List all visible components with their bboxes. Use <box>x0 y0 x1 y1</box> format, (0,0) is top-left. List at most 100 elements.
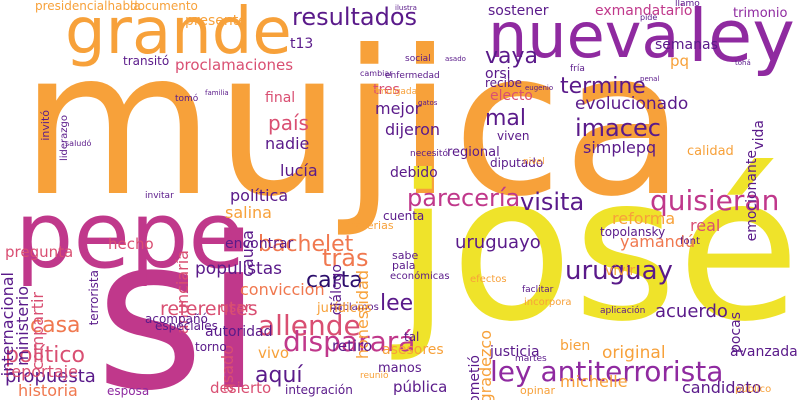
word-reportaje: reportaje <box>5 362 78 381</box>
word-vivir: vivir <box>605 263 636 279</box>
word-transito: transitó <box>123 54 170 68</box>
word-justicia: justicia <box>490 344 540 360</box>
word-nadie: nadie <box>265 134 310 153</box>
word-promulgada: promulgada <box>363 87 418 97</box>
word-lucia: lucía <box>280 161 318 180</box>
word-economicas: económicas <box>390 271 450 282</box>
word-recibe: recibe <box>485 76 522 90</box>
word-disparara: disparará <box>283 325 416 358</box>
word-vivo: vivo <box>258 344 290 362</box>
word-ministerio: ministerio <box>13 286 32 366</box>
word-usar: usar <box>220 300 251 316</box>
word-internacional: internacional <box>0 272 17 377</box>
word-aplicacion: aplicación <box>600 306 646 316</box>
word-historia: historia <box>18 381 78 400</box>
word-especiales: especiales <box>155 319 218 333</box>
word-pepe: pepe <box>15 182 245 289</box>
word-bachelet: bachelet <box>258 232 354 257</box>
word-lee: lee <box>380 291 414 316</box>
word-tras: tras <box>322 244 369 272</box>
word-compartir: compartir <box>28 292 47 371</box>
word-enfermedad: enfermedad <box>385 71 440 81</box>
word-hablamos: hablamos <box>330 302 379 313</box>
word-martes: martes <box>515 354 547 364</box>
word-toha: tohá <box>735 59 751 67</box>
word-pq: pq <box>670 52 690 70</box>
word-sabe: sabe <box>392 249 419 262</box>
word-asado: asado <box>445 55 466 63</box>
word-carta: carta <box>306 268 363 293</box>
word-politica: política <box>230 186 289 205</box>
word-tomo: tomó <box>175 94 199 104</box>
word-vida: vida <box>751 120 767 150</box>
word-ilustra: ilustra <box>395 4 417 12</box>
word-simplepq: simplepq <box>583 138 657 157</box>
word-reforma: reforma <box>612 209 676 228</box>
word-allende: allende <box>258 309 361 342</box>
word-dijeron: dijeron <box>385 120 441 139</box>
word-michelle: michelle <box>560 372 628 391</box>
word-t13: t13 <box>290 36 314 52</box>
word-debido: debido <box>390 165 438 181</box>
word-documento: documento <box>130 0 198 13</box>
word-topolansky: topolansky <box>600 225 666 239</box>
word-orsi: orsi <box>485 66 511 82</box>
word-invitar: invitar <box>145 191 174 201</box>
word-pais: país <box>268 111 309 135</box>
word-mejor: mejor <box>375 99 422 118</box>
word-semanas: semanas <box>655 37 718 53</box>
word-mujica: mujica <box>20 8 686 241</box>
word-presidencialhabla: presidencialhabla <box>35 0 141 13</box>
word-candidato: candidato <box>682 378 762 397</box>
word-viven: viven <box>497 129 530 143</box>
word-retiro: retiro <box>332 337 373 355</box>
word-visita: visita <box>520 188 585 216</box>
word-necesito: necesitó <box>410 149 448 159</box>
word-imacec: imacec <box>575 114 661 142</box>
word-trimonio: trimonio <box>733 6 788 21</box>
word-casa: casa <box>30 313 81 338</box>
word-si: si <box>95 192 263 400</box>
word-original: original <box>602 343 666 363</box>
word-juridicos: jurídicos <box>317 301 372 316</box>
word-integracion: integración <box>285 383 353 397</box>
word-llamo: llamo <box>675 0 700 9</box>
word-exmandatario: exmandatario <box>595 3 693 19</box>
word-faclitar: faclitar <box>522 285 554 295</box>
word-saludo: saludó <box>65 139 92 148</box>
word-familia: familia <box>205 89 229 97</box>
word-final: final <box>265 90 296 106</box>
word-pregunta: pregunta <box>5 243 74 261</box>
word-avanzada: avanzada <box>730 344 798 360</box>
word-eugenio: eugenio <box>525 84 554 92</box>
word-referentes: referentes <box>160 298 258 320</box>
word-publica: pública <box>393 378 448 396</box>
word-vaya: vaya <box>485 44 539 69</box>
word-aqui: aquí <box>255 363 303 388</box>
word-nivel: nivel <box>523 157 545 167</box>
word-agradezco: agradezco <box>476 330 495 400</box>
word-conviccion: conviccion <box>240 280 325 299</box>
word-incorpora: incorpora <box>524 297 572 308</box>
word-ley: ley <box>688 0 795 78</box>
word-efectos: efectos <box>470 274 507 285</box>
word-tal: tal <box>404 330 420 344</box>
word-uruguay: uruguay <box>565 256 673 286</box>
word-reunio: reunió <box>360 371 389 381</box>
word-publico: público <box>735 384 772 395</box>
word-pala: pala <box>392 259 416 272</box>
word-acompano: acompañó <box>145 312 208 326</box>
word-electo: electo <box>490 88 533 104</box>
word-politico: político <box>5 343 85 368</box>
word-cambiar: cambiar <box>360 69 393 78</box>
word-propuesta: propuesta <box>5 366 96 387</box>
word-quisieran: quisieran <box>650 184 780 217</box>
word-termine: termine <box>560 74 646 99</box>
word-manos: manos <box>378 361 422 376</box>
word-cuenta: cuenta <box>383 209 425 223</box>
word-presente: presente <box>185 13 247 29</box>
word-torno: torno <box>195 340 227 354</box>
word-salina: salina <box>225 203 272 222</box>
word-resultados: resultados <box>292 3 418 31</box>
